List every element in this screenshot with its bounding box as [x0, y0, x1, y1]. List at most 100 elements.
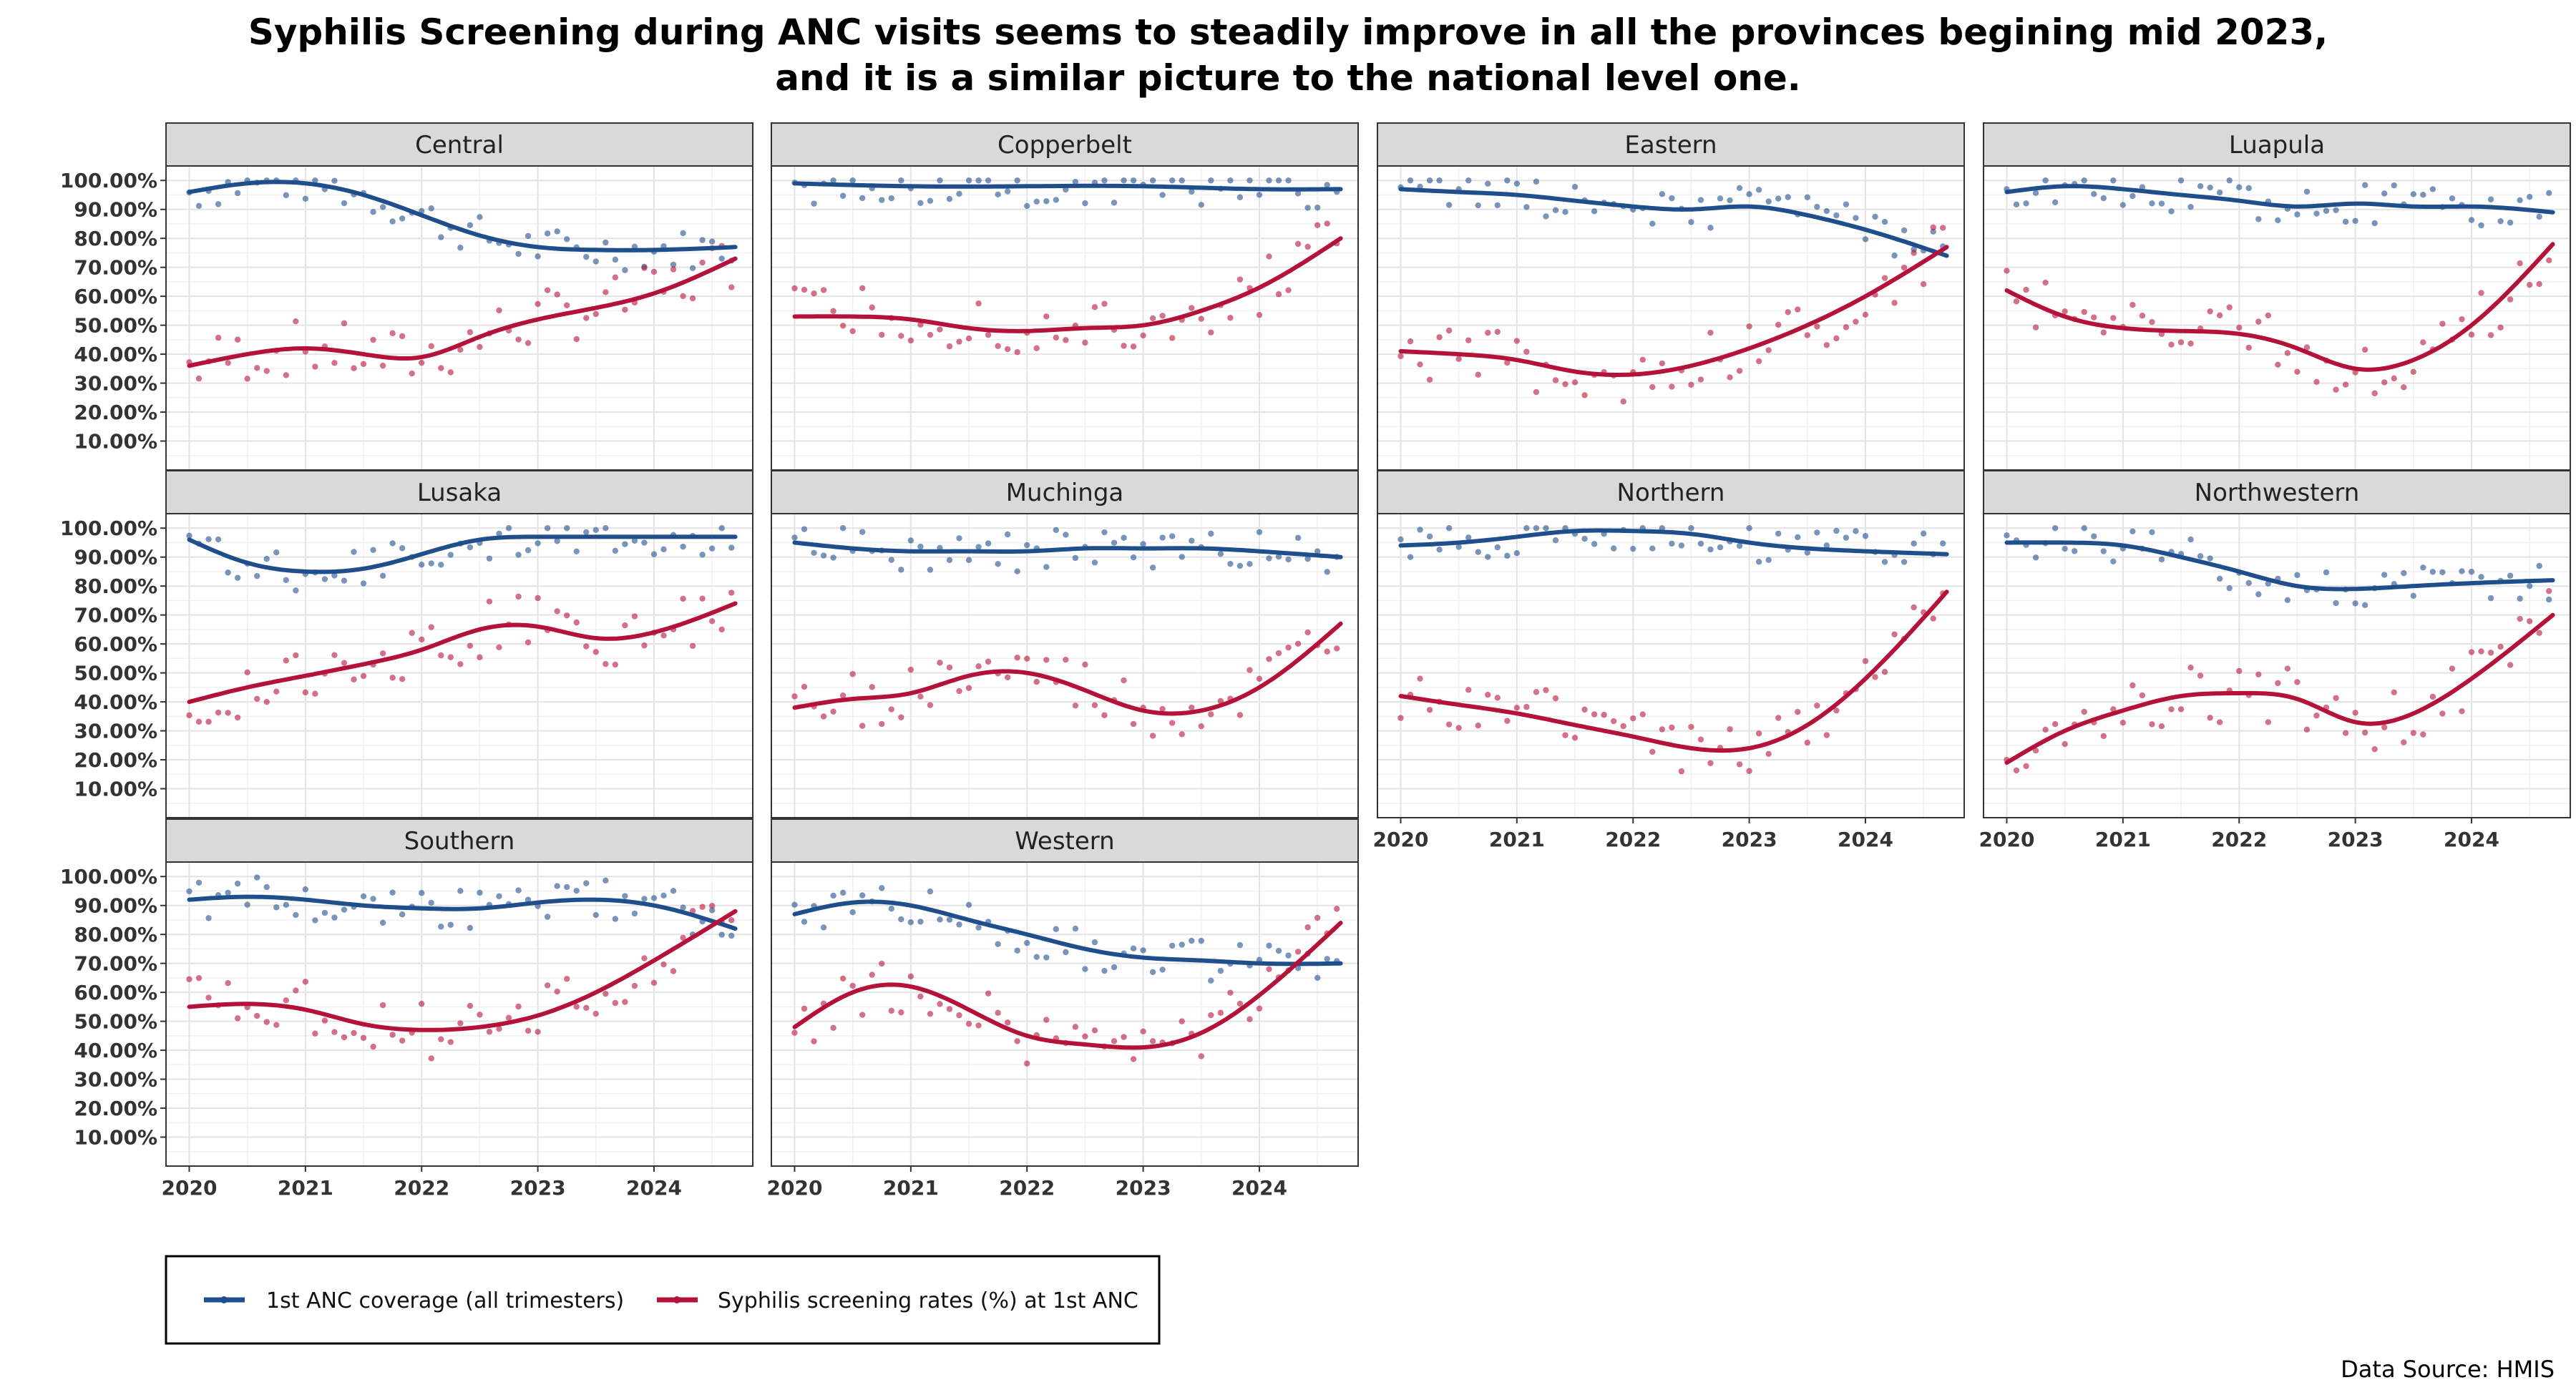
screening-point	[1833, 335, 1840, 342]
screening-point	[927, 1010, 934, 1017]
screening-point	[849, 328, 856, 335]
screening-trend-line	[187, 909, 738, 1032]
coverage-point	[1266, 555, 1272, 562]
screening-point	[622, 999, 628, 1005]
y-tick-label: 90.00%	[74, 198, 157, 222]
screening-point	[2352, 710, 2358, 716]
screening-point	[2361, 346, 2368, 353]
screening-point	[602, 990, 609, 997]
screening-point	[1523, 348, 1530, 355]
screening-point	[253, 1012, 260, 1019]
screening-point	[2245, 344, 2252, 351]
coverage-point	[370, 209, 376, 215]
screening-point	[563, 612, 570, 619]
screening-point	[554, 291, 560, 298]
screening-point	[525, 1027, 532, 1034]
screening-point	[592, 310, 599, 318]
screening-point	[1140, 332, 1146, 339]
screening-point	[1765, 750, 1772, 758]
coverage-point	[1872, 213, 1878, 220]
coverage-point	[331, 914, 338, 921]
coverage-point	[1804, 194, 1810, 200]
screening-point	[1169, 335, 1176, 341]
coverage-point	[1853, 528, 1859, 534]
screening-point	[263, 1019, 270, 1025]
coverage-point	[399, 911, 406, 918]
screening-point	[622, 306, 628, 313]
screening-point	[917, 321, 924, 328]
screening-point	[879, 331, 885, 338]
screening-point	[680, 934, 686, 941]
screening-point	[689, 295, 696, 302]
coverage-point	[321, 576, 328, 582]
panel-western: Western 2020 2021 2022 2023 2024	[767, 818, 1359, 1200]
screening-point	[234, 714, 241, 721]
coverage-point	[791, 901, 798, 908]
screening-point	[505, 1014, 512, 1021]
coverage-point	[2526, 582, 2533, 589]
screening-point	[811, 290, 817, 297]
coverage-point	[2323, 569, 2330, 576]
coverage-point	[293, 587, 299, 594]
screening-point	[438, 1036, 444, 1042]
screening-point	[293, 987, 299, 994]
screening-point	[1746, 768, 1752, 774]
screening-point	[985, 331, 992, 338]
screening-point	[1445, 721, 1453, 728]
coverage-point	[370, 896, 376, 902]
x-tick-label: 2021	[278, 1176, 333, 1200]
coverage-point	[1494, 544, 1501, 551]
coverage-point	[1814, 529, 1820, 536]
screening-point	[927, 702, 934, 708]
coverage-point	[1552, 537, 1559, 544]
screening-point	[1862, 311, 1869, 318]
coverage-point	[927, 567, 934, 573]
screening-point	[253, 695, 260, 703]
coverage-point	[1504, 552, 1511, 559]
coverage-point	[718, 931, 725, 938]
coverage-point	[225, 889, 231, 896]
screening-point	[2391, 689, 2397, 696]
screening-point	[1121, 1034, 1127, 1040]
coverage-point	[2168, 208, 2175, 215]
panel-southern: Southern 10.00% 20.00% 30.00% 40.00% 50.00% 60…	[60, 818, 753, 1200]
screening-point	[1217, 698, 1224, 705]
coverage-point	[1688, 219, 1694, 225]
screening-point	[225, 710, 231, 716]
screening-point	[2042, 726, 2049, 733]
screening-point	[2158, 723, 2165, 730]
screening-point	[2449, 665, 2456, 672]
coverage-point	[1246, 561, 1253, 567]
screening-point	[1746, 323, 1752, 330]
screening-point	[1091, 304, 1098, 310]
coverage-point	[1755, 559, 1762, 565]
coverage-point	[438, 234, 444, 240]
coverage-point	[1043, 954, 1050, 961]
screening-trend-line	[792, 921, 1343, 1050]
coverage-point	[2361, 182, 2368, 188]
coverage-point	[2042, 177, 2049, 184]
screening-point	[879, 960, 885, 967]
panel-strip-label-luapula: Luapula	[2229, 131, 2325, 160]
coverage-point	[302, 886, 309, 893]
panel-plot-area-luapula	[1984, 166, 2570, 470]
screening-point	[859, 285, 866, 291]
screening-point	[937, 326, 943, 333]
screening-point	[2004, 268, 2010, 274]
coverage-point	[1717, 195, 1724, 202]
coverage-point	[2051, 525, 2059, 532]
coverage-point	[1513, 180, 1521, 187]
coverage-point	[1669, 540, 1675, 547]
screening-point	[1591, 711, 1598, 718]
coverage-point	[428, 899, 434, 906]
coverage-point	[1543, 525, 1549, 532]
coverage-point	[2352, 217, 2358, 224]
coverage-point	[1072, 179, 1079, 185]
screening-trend-line	[2004, 612, 2555, 765]
screening-point	[728, 589, 735, 596]
coverage-point	[1823, 542, 1830, 549]
screening-point	[898, 714, 904, 720]
coverage-point	[1304, 205, 1311, 211]
screening-point	[1101, 300, 1108, 307]
screening-point	[2255, 318, 2262, 325]
